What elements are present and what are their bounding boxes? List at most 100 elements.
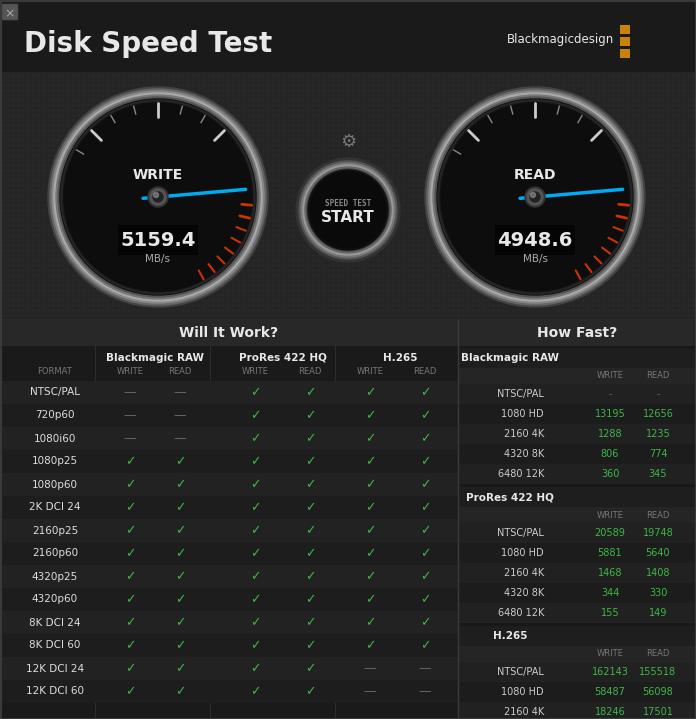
FancyBboxPatch shape xyxy=(0,588,458,611)
Text: ✓: ✓ xyxy=(250,478,260,491)
FancyBboxPatch shape xyxy=(458,507,696,523)
Text: 1080p60: 1080p60 xyxy=(32,480,78,490)
Text: MB/s: MB/s xyxy=(523,254,548,264)
FancyBboxPatch shape xyxy=(458,320,696,719)
Text: 4948.6: 4948.6 xyxy=(498,231,573,249)
Text: WRITE: WRITE xyxy=(596,372,624,380)
Text: 12656: 12656 xyxy=(642,409,674,419)
Text: —: — xyxy=(419,685,432,698)
Text: 8K DCI 24: 8K DCI 24 xyxy=(29,618,81,628)
Text: ✓: ✓ xyxy=(365,432,375,445)
FancyBboxPatch shape xyxy=(458,487,696,507)
Circle shape xyxy=(54,93,262,301)
Text: ProRes 422 HQ: ProRes 422 HQ xyxy=(239,353,327,363)
Text: ✓: ✓ xyxy=(420,455,430,468)
Text: ✓: ✓ xyxy=(175,478,185,491)
Circle shape xyxy=(527,189,543,205)
Circle shape xyxy=(305,167,391,253)
Text: ✓: ✓ xyxy=(125,501,135,514)
Text: ✓: ✓ xyxy=(305,547,315,560)
Text: 20589: 20589 xyxy=(594,528,626,538)
Text: READ: READ xyxy=(299,367,322,377)
Circle shape xyxy=(296,158,400,262)
FancyBboxPatch shape xyxy=(0,519,458,542)
Text: NTSC/PAL: NTSC/PAL xyxy=(30,388,80,398)
Text: 344: 344 xyxy=(601,588,619,598)
Text: WRITE: WRITE xyxy=(596,649,624,659)
Text: 6480 12K: 6480 12K xyxy=(498,608,544,618)
Text: NTSC/PAL: NTSC/PAL xyxy=(497,389,544,399)
Text: 2160 4K: 2160 4K xyxy=(504,568,544,578)
Text: WRITE: WRITE xyxy=(596,510,624,520)
Text: READ: READ xyxy=(514,168,556,182)
Text: FORMAT: FORMAT xyxy=(38,367,72,377)
Text: ✓: ✓ xyxy=(175,570,185,583)
Text: NTSC/PAL: NTSC/PAL xyxy=(497,528,544,538)
Text: 1080p25: 1080p25 xyxy=(32,457,78,467)
FancyBboxPatch shape xyxy=(458,543,696,563)
Text: ✓: ✓ xyxy=(175,501,185,514)
Text: 330: 330 xyxy=(649,588,667,598)
Text: Will It Work?: Will It Work? xyxy=(180,326,278,340)
Circle shape xyxy=(64,103,252,291)
Circle shape xyxy=(440,102,630,292)
Circle shape xyxy=(58,97,258,297)
Text: READ: READ xyxy=(413,367,436,377)
Text: ✓: ✓ xyxy=(250,662,260,675)
FancyBboxPatch shape xyxy=(458,320,696,346)
Text: 1080i60: 1080i60 xyxy=(34,434,76,444)
Text: ×: × xyxy=(5,7,15,21)
Text: 1080 HD: 1080 HD xyxy=(501,687,544,697)
FancyBboxPatch shape xyxy=(0,565,458,588)
Text: 1288: 1288 xyxy=(598,429,622,439)
Text: —: — xyxy=(174,409,187,422)
Circle shape xyxy=(153,192,163,202)
Text: ✓: ✓ xyxy=(365,455,375,468)
Text: 720p60: 720p60 xyxy=(35,411,74,421)
FancyBboxPatch shape xyxy=(0,404,458,427)
Text: 12K DCI 60: 12K DCI 60 xyxy=(26,687,84,697)
Text: WRITE: WRITE xyxy=(116,367,143,377)
FancyBboxPatch shape xyxy=(620,25,630,34)
Text: WRITE: WRITE xyxy=(133,168,183,182)
FancyBboxPatch shape xyxy=(620,49,630,58)
Text: ✓: ✓ xyxy=(250,547,260,560)
Circle shape xyxy=(438,100,632,294)
Circle shape xyxy=(148,187,168,207)
Circle shape xyxy=(441,103,629,291)
Text: ✓: ✓ xyxy=(175,662,185,675)
FancyBboxPatch shape xyxy=(458,424,696,444)
Text: ✓: ✓ xyxy=(250,639,260,652)
FancyBboxPatch shape xyxy=(0,634,458,657)
Text: 6480 12K: 6480 12K xyxy=(498,469,544,479)
FancyBboxPatch shape xyxy=(0,657,458,680)
Text: ✓: ✓ xyxy=(125,478,135,491)
Text: WRITE: WRITE xyxy=(356,367,383,377)
Text: ✓: ✓ xyxy=(420,593,430,606)
Text: ✓: ✓ xyxy=(250,616,260,629)
Text: Disk Speed Test: Disk Speed Test xyxy=(24,30,272,58)
Text: 155518: 155518 xyxy=(640,667,677,677)
FancyBboxPatch shape xyxy=(0,450,458,473)
Circle shape xyxy=(56,95,260,299)
Text: ✓: ✓ xyxy=(420,570,430,583)
Text: ✓: ✓ xyxy=(420,386,430,399)
Text: ✓: ✓ xyxy=(365,478,375,491)
FancyBboxPatch shape xyxy=(0,381,458,404)
Text: ✓: ✓ xyxy=(305,616,315,629)
Text: 2160p25: 2160p25 xyxy=(32,526,78,536)
Text: 5640: 5640 xyxy=(646,548,670,558)
Text: READ: READ xyxy=(647,649,670,659)
Text: NTSC/PAL: NTSC/PAL xyxy=(497,667,544,677)
Text: ✓: ✓ xyxy=(420,409,430,422)
Text: MB/s: MB/s xyxy=(145,254,171,264)
FancyBboxPatch shape xyxy=(0,72,696,320)
FancyBboxPatch shape xyxy=(0,496,458,519)
Circle shape xyxy=(310,172,386,248)
Text: 4320 8K: 4320 8K xyxy=(504,588,544,598)
FancyBboxPatch shape xyxy=(0,611,458,634)
Text: ✓: ✓ xyxy=(305,524,315,537)
FancyBboxPatch shape xyxy=(458,384,696,404)
Text: ✓: ✓ xyxy=(250,570,260,583)
Text: 1080 HD: 1080 HD xyxy=(501,409,544,419)
